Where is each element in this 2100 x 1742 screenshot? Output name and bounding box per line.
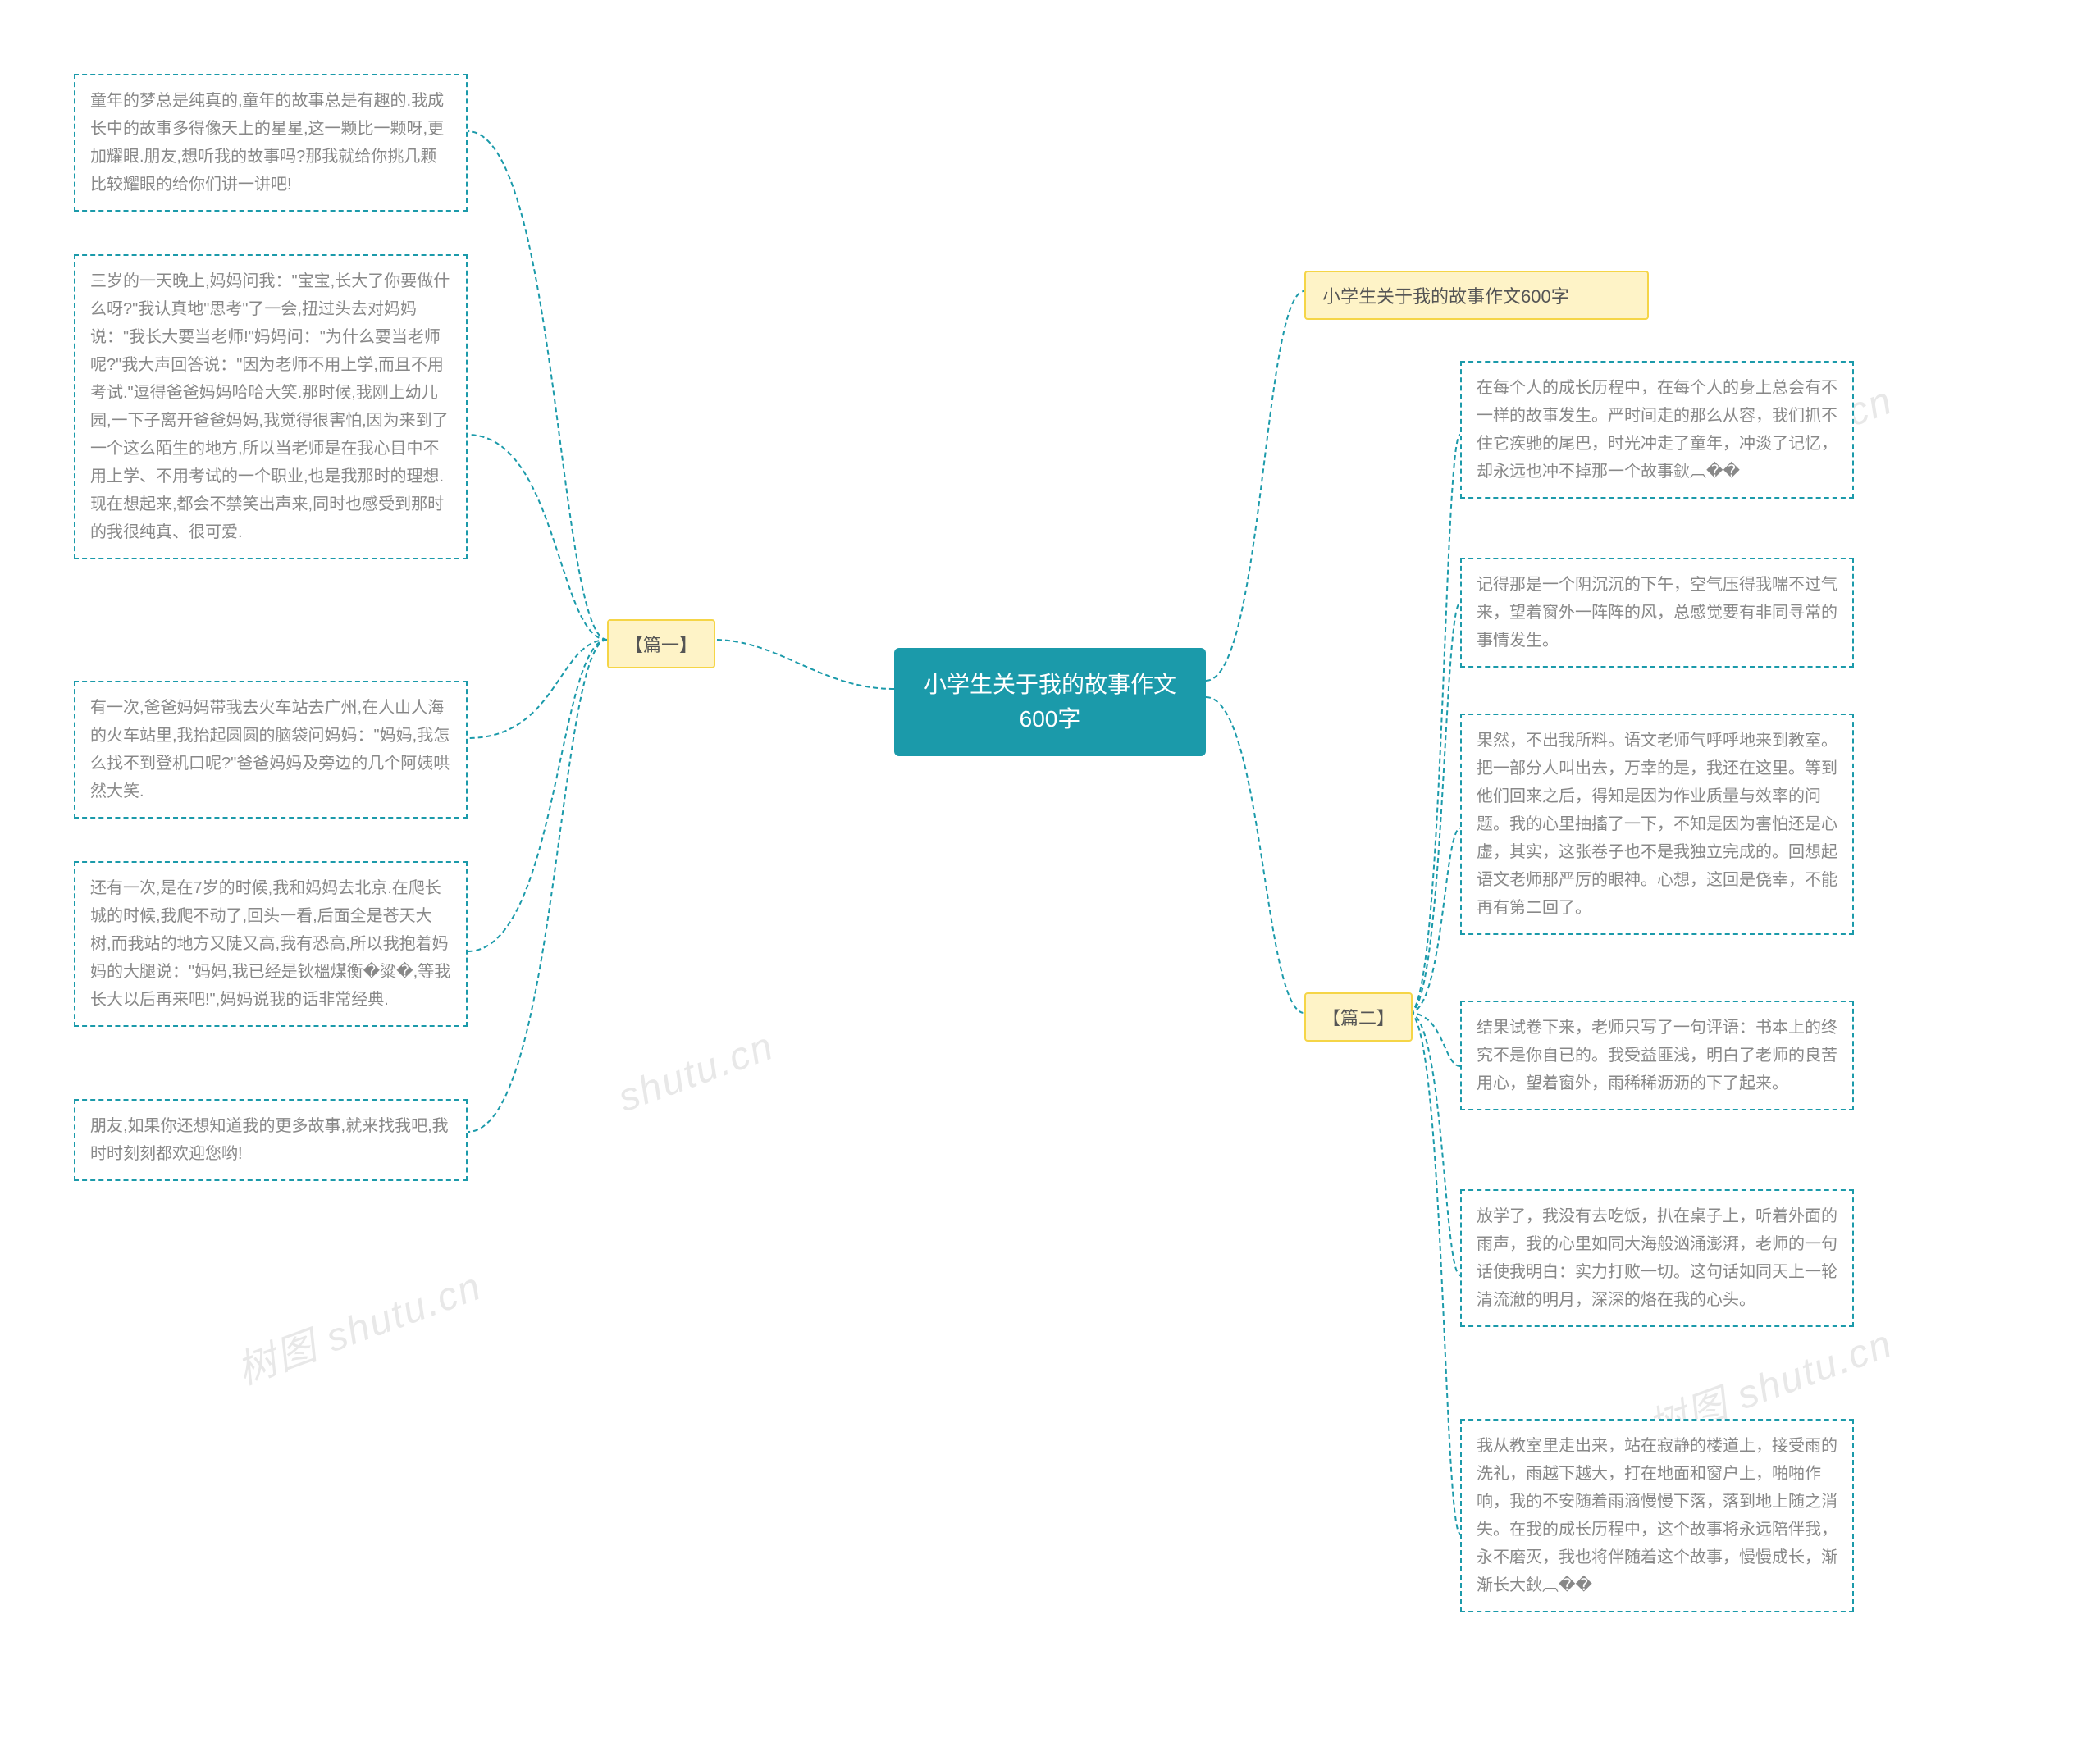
leaf-left-0[interactable]: 童年的梦总是纯真的,童年的故事总是有趣的.我成长中的故事多得像天上的星星,这一颗… [74,74,468,212]
section-pian2[interactable]: 【篇二】 [1304,992,1413,1042]
mindmap-canvas: 树图 shutu.cn shutu.cn 树图 shutu.cn 树图 shut… [0,0,2100,1742]
leaf-right-2[interactable]: 果然，不出我所料。语文老师气呼呼地来到教室。把一部分人叫出去，万幸的是，我还在这… [1460,714,1854,935]
leaf-left-2[interactable]: 有一次,爸爸妈妈带我去火车站去广州,在人山人海的火车站里,我抬起圆圆的脑袋问妈妈… [74,681,468,819]
section-pian1[interactable]: 【篇一】 [607,619,715,668]
leaf-right-3[interactable]: 结果试卷下来，老师只写了一句评语：书本上的终究不是你自已的。我受益匪浅，明白了老… [1460,1001,1854,1110]
leaf-left-1[interactable]: 三岁的一天晚上,妈妈问我："宝宝,长大了你要做什么呀?"我认真地"思考"了一会,… [74,254,468,559]
leaf-right-1[interactable]: 记得那是一个阴沉沉的下午，空气压得我喘不过气来，望着窗外一阵阵的风，总感觉要有非… [1460,558,1854,668]
leaf-left-4[interactable]: 朋友,如果你还想知道我的更多故事,就来找我吧,我时时刻刻都欢迎您哟! [74,1099,468,1181]
leaf-right-0[interactable]: 在每个人的成长历程中，在每个人的身上总会有不一样的故事发生。严时间走的那么从容，… [1460,361,1854,499]
leaf-left-3[interactable]: 还有一次,是在7岁的时候,我和妈妈去北京.在爬长城的时候,我爬不动了,回头一看,… [74,861,468,1027]
leaf-right-4[interactable]: 放学了，我没有去吃饭，扒在桌子上，听着外面的雨声，我的心里如同大海般汹涌澎湃，老… [1460,1189,1854,1327]
center-node[interactable]: 小学生关于我的故事作文600字 [894,648,1206,756]
leaf-right-5[interactable]: 我从教室里走出来，站在寂静的楼道上，接受雨的洗礼，雨越下越大，打在地面和窗户上，… [1460,1419,1854,1612]
section-title-right[interactable]: 小学生关于我的故事作文600字 [1304,271,1649,320]
